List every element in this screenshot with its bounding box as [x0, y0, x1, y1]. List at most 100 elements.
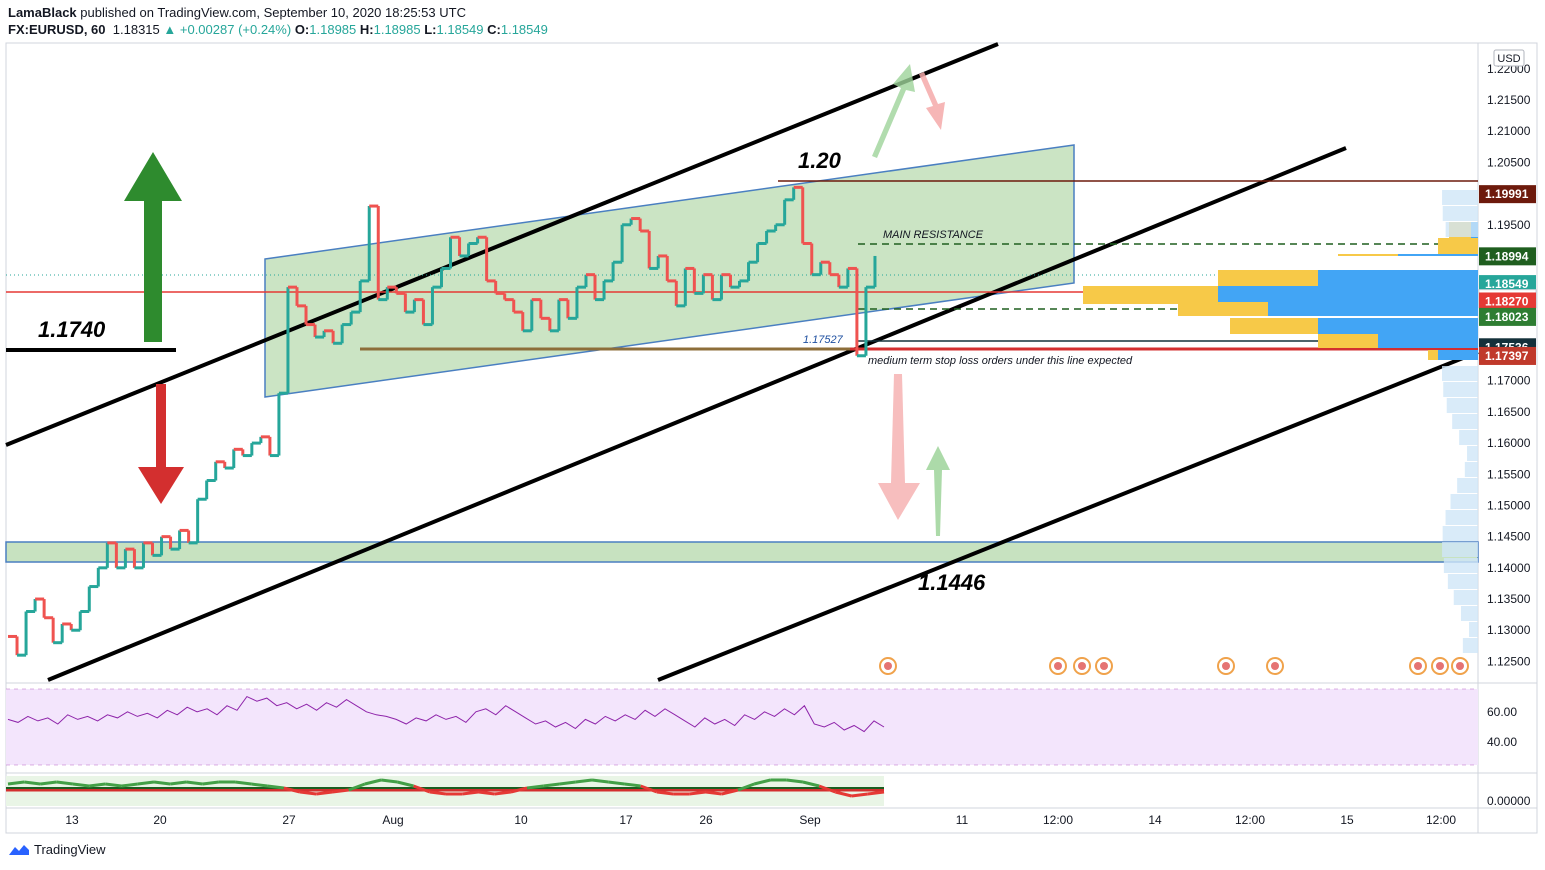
osc-segment — [478, 790, 495, 796]
volume-bar-down — [1218, 286, 1478, 304]
price-label-text: 1.18270 — [1485, 294, 1529, 308]
volume-bar-up — [1178, 302, 1268, 316]
volume-bar-faint — [1447, 574, 1478, 589]
volume-bar-faint — [1446, 398, 1478, 413]
ascending-channel-zone — [264, 144, 1075, 398]
price-tick-label: 1.14000 — [1487, 561, 1531, 575]
price-label-box — [1479, 275, 1536, 294]
price-label-text: 1.18023 — [1485, 310, 1529, 324]
osc-lines — [7, 778, 885, 798]
volume-bar-faint — [1443, 558, 1478, 573]
annotation-main-resistance: MAIN RESISTANCE — [883, 229, 984, 241]
publisher-name[interactable]: LamaBlack — [8, 5, 77, 20]
price-tick-label: 1.16500 — [1487, 405, 1531, 419]
publish-info: published on TradingView.com, September … — [80, 5, 466, 20]
osc-segment — [753, 778, 771, 786]
osc-segment — [105, 782, 122, 788]
volume-bar-up — [1218, 270, 1318, 290]
osc-segment — [624, 782, 641, 788]
event-flag-dot — [1456, 662, 1464, 670]
volume-bar-faint — [1442, 542, 1478, 557]
time-tick-label: 15 — [1340, 813, 1354, 827]
volume-bar-up — [1438, 238, 1478, 256]
time-tick-label: Sep — [799, 813, 821, 827]
osc-segment — [834, 790, 852, 798]
price-tick-label: 1.15000 — [1487, 498, 1531, 512]
volume-bar-faint — [1442, 206, 1478, 221]
event-flag-dot — [1100, 662, 1108, 670]
osc-segment — [121, 782, 138, 788]
small-up-arrow-bottom — [926, 446, 950, 536]
annotation-1-17527: 1.17527 — [803, 334, 844, 346]
osc-segment — [234, 780, 252, 786]
osc-segment — [332, 788, 349, 794]
tradingview-logo-icon — [9, 844, 29, 855]
price-label-text: 1.18549 — [1485, 277, 1529, 291]
time-tick-label: 10 — [514, 813, 528, 827]
main-drawings — [5, 42, 1479, 682]
close-label: C: — [487, 22, 501, 37]
osc-segment — [543, 782, 560, 788]
volume-bar-down — [1268, 302, 1478, 316]
osc-segment — [737, 782, 755, 792]
osc-segment — [7, 780, 25, 786]
osc-segment — [510, 786, 528, 794]
ohlc-line: FX:EURUSD, 60 1.18315 ▲ +0.00287 (+0.24%… — [8, 21, 548, 38]
time-tick-label: 27 — [282, 813, 296, 827]
chart-header: LamaBlack published on TradingView.com, … — [8, 4, 548, 38]
symbol-label[interactable]: FX:EURUSD, 60 — [8, 22, 106, 37]
osc-segment — [802, 780, 820, 788]
osc-segment — [867, 790, 885, 796]
big-down-arrow — [138, 384, 184, 504]
open-label: O: — [294, 22, 310, 37]
time-tick-label: 13 — [65, 813, 79, 827]
medium-down-arrow — [878, 374, 920, 520]
close-value: 1.18549 — [500, 22, 548, 37]
price-series — [8, 185, 877, 657]
osc-segment — [364, 778, 382, 786]
osc-segment — [494, 790, 512, 796]
publish-line: LamaBlack published on TradingView.com, … — [8, 4, 548, 21]
osc-segment — [429, 790, 447, 796]
time-tick-label: 26 — [699, 813, 713, 827]
small-down-arrow-top — [919, 72, 945, 130]
price-change: ▲ +0.00287 (+0.24%) — [163, 22, 292, 37]
price-label-text: 1.17397 — [1485, 349, 1529, 363]
volume-bar-faint — [1452, 414, 1478, 429]
osc-segment — [56, 780, 74, 786]
footer-brand[interactable]: TradingView — [34, 842, 106, 857]
rsi-tick-label: 40.00 — [1487, 735, 1517, 749]
volume-bar-faint — [1453, 590, 1478, 605]
event-flag-dot — [884, 662, 892, 670]
osc-segment — [640, 784, 658, 794]
volume-bar-faint — [1442, 190, 1478, 205]
price-tick-label: 1.12500 — [1487, 654, 1531, 668]
price-tick-label: 1.13500 — [1487, 592, 1531, 606]
annotation-1-20: 1.20 — [798, 148, 842, 173]
last-price: 1.18315 — [112, 22, 160, 37]
chart-frame — [5, 42, 1538, 834]
price-tick-label: 1.19500 — [1487, 218, 1531, 232]
volume-bar-faint — [1467, 446, 1478, 461]
time-tick-label: 12:00 — [1043, 813, 1073, 827]
support-zone — [5, 541, 1479, 563]
osc-segment — [786, 778, 804, 784]
price-tick-label: 1.15500 — [1487, 467, 1531, 481]
osc-segment — [689, 790, 706, 796]
volume-profile — [1083, 190, 1478, 653]
osc-segment — [24, 780, 41, 786]
rsi-line — [7, 695, 885, 733]
price-tick-label: 1.16000 — [1487, 436, 1531, 450]
osc-segment — [721, 788, 739, 796]
volume-bar-down — [1398, 254, 1478, 256]
osc-segment — [72, 782, 90, 788]
volume-bar-faint — [1445, 510, 1478, 525]
event-flag-dot — [1414, 662, 1422, 670]
time-tick-label: 17 — [619, 813, 633, 827]
volume-bar-faint — [1445, 222, 1478, 237]
event-flag-dot — [1078, 662, 1086, 670]
time-tick-label: 20 — [153, 813, 167, 827]
time-axis-ticks: 13 20 27 Aug 10 17 26 Sep 11 12:00 14 12:00 15 12:00 — [65, 813, 1456, 827]
volume-bar-faint — [1460, 606, 1478, 621]
